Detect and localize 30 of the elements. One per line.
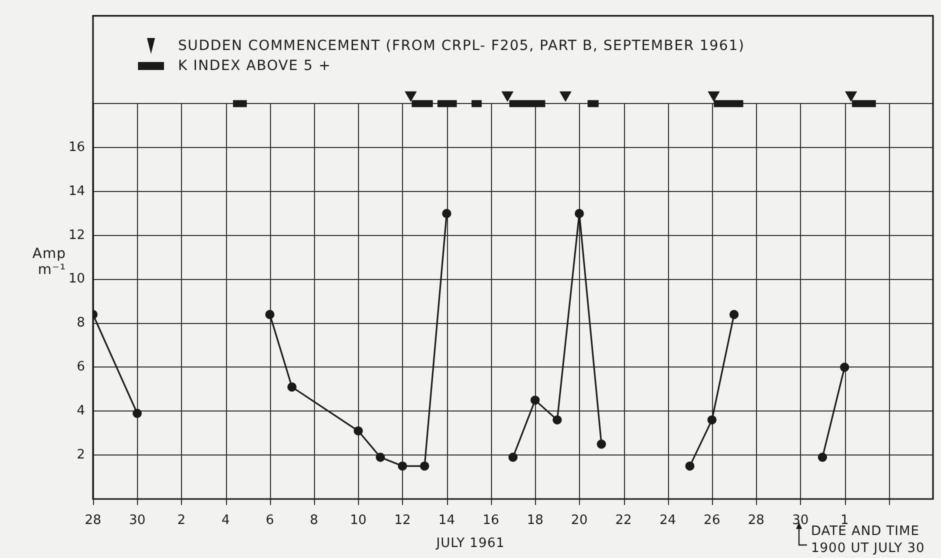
x-tick-label: 28 [748, 513, 764, 528]
x-tick-label: 16 [482, 513, 500, 528]
x-tick-label: 2 [177, 513, 186, 528]
x-tick-label: 4 [221, 513, 230, 528]
x-tick-label: 6 [266, 513, 274, 528]
y-tick-label: 10 [68, 272, 85, 287]
x-tick-label: 8 [310, 513, 318, 528]
x-tick-label: 10 [350, 513, 367, 528]
x-tick-label: 30 [792, 513, 809, 528]
x-tick-label: 14 [438, 513, 455, 528]
text: DATE AND TIME 1900 UT JULY 30 [811, 524, 926, 557]
x-tick-label: 30 [128, 513, 146, 528]
legend-label: SUDDEN COMMENCEMENT (FROM CRPL- F205, PART B, SEPTEMBER 1961) [178, 38, 745, 54]
legend-label: K INDEX ABOVE 5 + [178, 58, 332, 74]
x-axis-title: JULY 1961 [436, 536, 505, 551]
x-tick-label: 12 [394, 513, 411, 528]
x-tick-label: 22 [615, 513, 632, 528]
y-tick-label: 14 [68, 184, 85, 199]
x-tick-label: 18 [526, 513, 544, 528]
x-tick-label: 28 [84, 513, 102, 528]
y-tick-label: 12 [68, 228, 85, 243]
y-tick-label: 16 [68, 140, 85, 155]
y-tick-label: 8 [76, 316, 85, 331]
y-axis-title: Amp m⁻¹ [31, 246, 66, 278]
x-tick-label: 20 [571, 513, 588, 528]
y-tick-label: 4 [76, 404, 85, 419]
y-tick-label: 2 [76, 447, 85, 462]
x-tick-label: 24 [659, 513, 676, 528]
y-tick-label: 6 [76, 360, 85, 375]
x-tick-label: 26 [704, 513, 720, 528]
